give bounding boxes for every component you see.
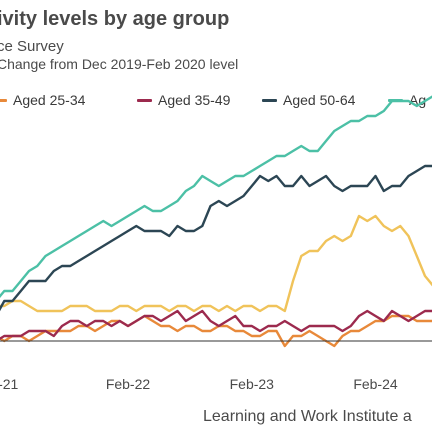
legend-swatch-aged-50-64 xyxy=(262,98,277,102)
series-line-aged-50-64 xyxy=(0,164,432,312)
x-tick-label: Feb-24 xyxy=(353,376,398,392)
chart-subtitle: ce Survey xyxy=(0,38,64,55)
legend-label-aged-35-49: Aged 35-49 xyxy=(158,92,231,108)
x-tick-label: b-21 xyxy=(0,376,19,392)
legend-label-aged-50-64: Aged 50-64 xyxy=(283,92,356,108)
legend-swatch-aged-35-49 xyxy=(137,98,152,102)
series-line-aged-35-49 xyxy=(0,309,432,340)
legend-swatch-aged-25-34 xyxy=(0,98,7,102)
chart-title: ivity levels by age group xyxy=(0,8,230,30)
legend-item-aged-35-49: Aged 35-49 xyxy=(137,92,230,108)
series-line-aged-25-34 xyxy=(0,314,432,348)
legend-item-aged-25-34: Aged 25-34 xyxy=(0,92,85,108)
series-line-aged-65 xyxy=(0,95,432,299)
chart-unit-label: Change from Dec 2019-Feb 2020 level xyxy=(0,56,239,72)
series-layer xyxy=(0,95,432,348)
x-tick-label: Feb-23 xyxy=(230,376,275,392)
legend-label-aged-25-34: Aged 25-34 xyxy=(13,92,86,108)
source-credit: Learning and Work Institute a xyxy=(203,408,412,425)
legend-item-aged-50-64: Aged 50-64 xyxy=(262,92,355,108)
x-tick-label: Feb-22 xyxy=(106,376,151,392)
x-axis-ticks: b-21 Feb-22 Feb-23 Feb-24 xyxy=(0,376,398,392)
series-line-aged-16-24 xyxy=(0,214,432,313)
